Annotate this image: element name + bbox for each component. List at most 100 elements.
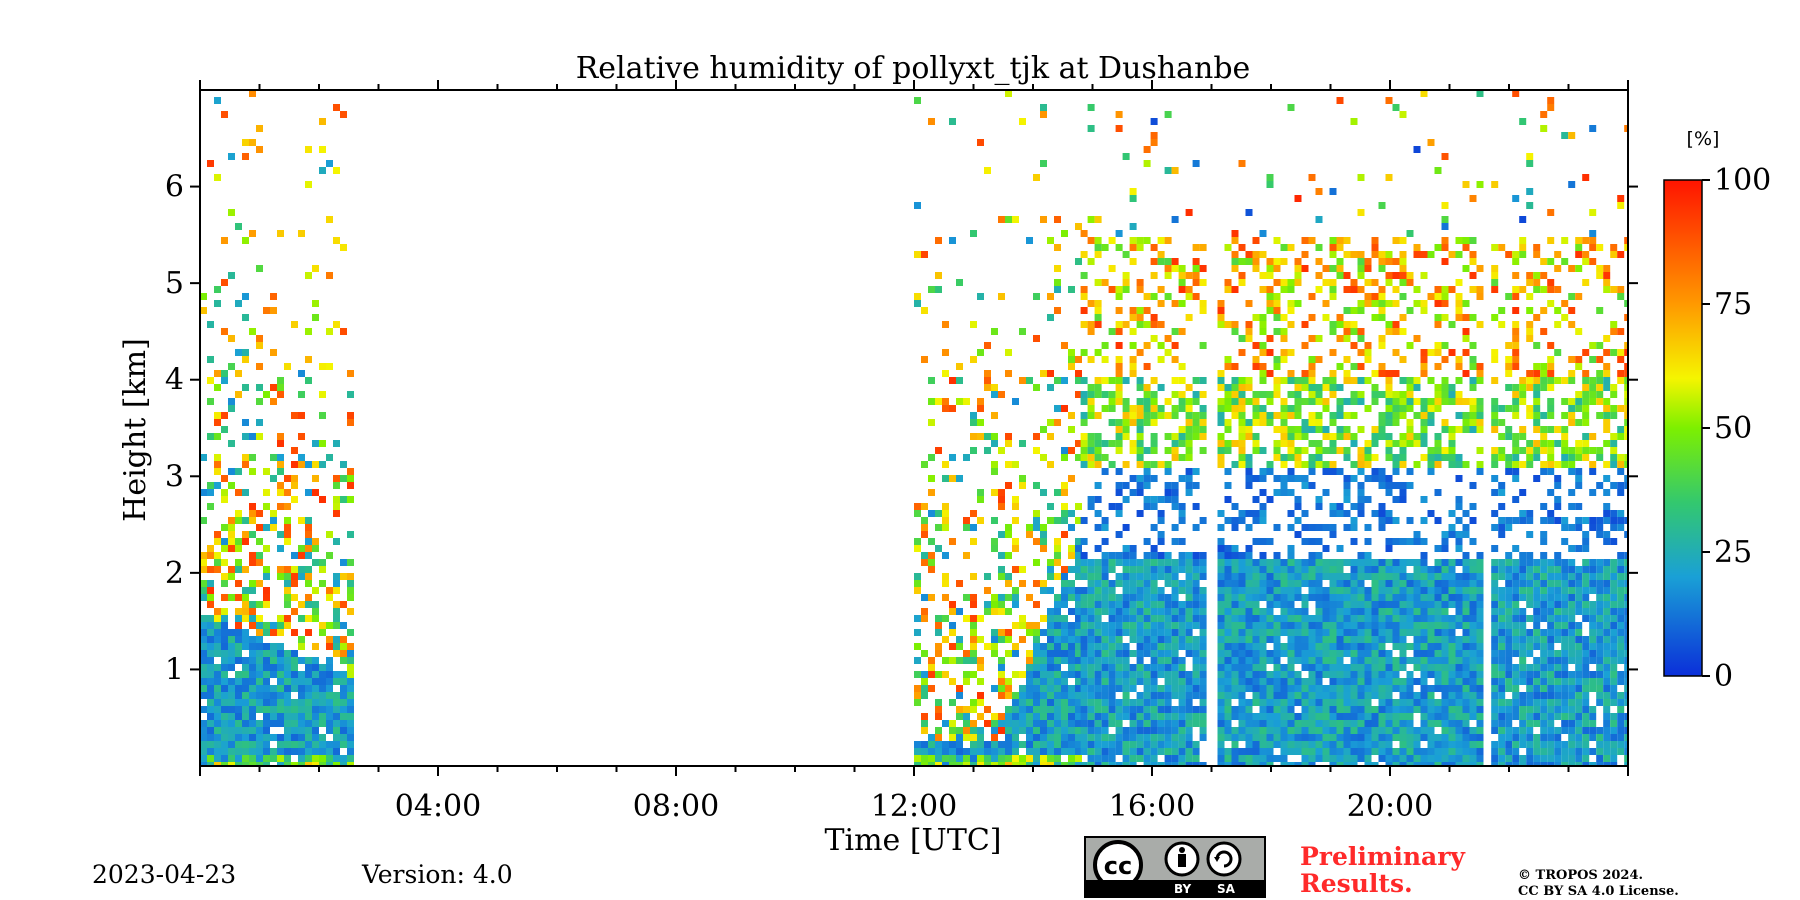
rh-cell [1406,678,1414,685]
rh-cell [1476,370,1484,377]
rh-cell [214,727,221,734]
rh-cell [277,629,284,636]
rh-cell [1178,433,1186,440]
rh-cell [1094,461,1102,468]
rh-cell [1385,706,1393,713]
rh-cell [1512,636,1520,643]
rh-cell [1491,699,1499,706]
rh-cell [1441,622,1449,629]
rh-cell [1476,398,1484,405]
rh-cell [1273,258,1281,265]
rh-cell [1448,713,1456,720]
rh-cell [1603,335,1611,342]
rh-cell [1462,601,1470,608]
rh-cell [1150,762,1158,766]
rh-cell [1192,615,1200,622]
rh-cell [1005,762,1012,766]
rh-cell [1596,657,1604,664]
rh-cell [1087,503,1095,510]
rh-cell [928,559,935,566]
rh-cell [1561,629,1569,636]
rh-cell [340,328,347,335]
rh-cell [1164,762,1172,766]
rh-cell [956,685,963,692]
rh-cell [235,559,242,566]
rh-cell [1547,300,1555,307]
rh-cell [1068,741,1075,748]
rh-cell [319,496,326,503]
rh-cell [1448,559,1456,566]
rh-cell [1185,468,1193,475]
rh-cell [221,328,228,335]
rh-cell [1115,447,1123,454]
rh-cell [1115,328,1123,335]
rh-cell [1094,755,1102,762]
rh-cell [1294,195,1302,202]
rh-cell [1476,748,1484,755]
rh-cell [1322,615,1330,622]
rh-cell [921,720,928,727]
rh-cell [1462,643,1470,650]
rh-cell [1399,391,1407,398]
rh-cell [1199,391,1207,398]
rh-cell [1392,391,1400,398]
rh-cell [1171,615,1179,622]
rh-cell [1019,671,1026,678]
rh-cell [1554,440,1562,447]
rh-cell [1122,741,1130,748]
rh-cell [1224,279,1232,286]
rh-cell [340,727,347,734]
rh-cell [1224,678,1232,685]
rh-cell [200,706,207,713]
rh-cell [1350,755,1358,762]
rh-cell [235,713,242,720]
rh-cell [1364,447,1372,454]
rh-cell [1603,412,1611,419]
rh-cell [1568,741,1576,748]
rh-cell [347,587,354,594]
rh-cell [1157,587,1165,594]
rh-cell [284,573,291,580]
rh-cell [1357,615,1365,622]
rh-cell [1469,643,1477,650]
rh-cell [270,650,277,657]
rh-cell [1448,447,1456,454]
rh-cell [1259,622,1267,629]
rh-cell [284,475,291,482]
rh-cell [1371,713,1379,720]
rh-cell [291,608,298,615]
rh-cell [1075,377,1082,384]
rh-cell [1164,748,1172,755]
rh-cell [1094,237,1102,244]
rh-cell [1322,650,1330,657]
rh-cell [291,650,298,657]
rh-cell [935,237,942,244]
rh-cell [1192,433,1200,440]
rh-cell [1040,426,1047,433]
rh-cell [1245,398,1253,405]
rh-cell [1259,286,1267,293]
rh-cell [1568,489,1576,496]
rh-cell [1498,454,1506,461]
rh-cell [977,398,984,405]
rh-cell [1596,685,1604,692]
rh-cell [1378,664,1386,671]
rh-cell [1061,531,1068,538]
rh-cell [1512,328,1520,335]
rh-cell [1561,720,1569,727]
rh-cell [1364,692,1372,699]
rh-cell [1547,692,1555,699]
rh-cell [914,202,921,209]
rh-cell [1080,713,1088,720]
rh-cell [1199,300,1207,307]
rh-cell [1568,594,1576,601]
rh-cell [298,692,305,699]
rh-cell [1441,447,1449,454]
rh-cell [1171,587,1179,594]
rh-cell [928,552,935,559]
rh-cell [1589,517,1597,524]
rh-cell [1413,692,1421,699]
rh-cell [1399,692,1407,699]
rh-cell [214,720,221,727]
rh-cell [1575,692,1583,699]
